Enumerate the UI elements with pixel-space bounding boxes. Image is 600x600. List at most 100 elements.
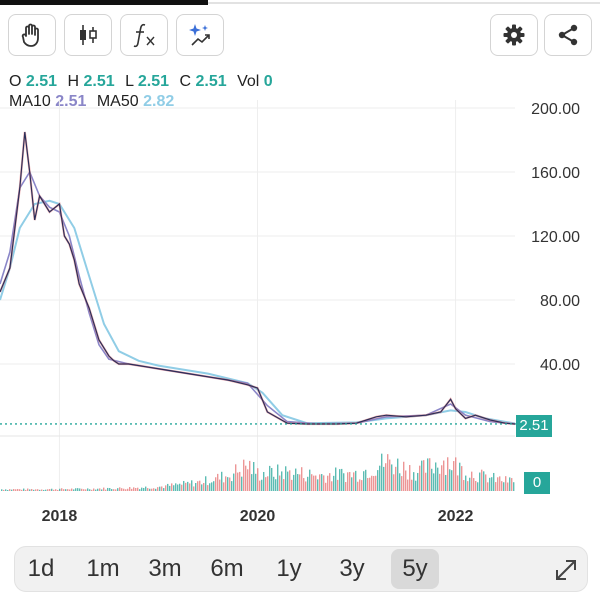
- volume-bar: [457, 475, 459, 491]
- smart-analysis-button[interactable]: [176, 14, 224, 56]
- volume-bar: [197, 481, 199, 491]
- volume-bar: [239, 471, 241, 491]
- volume-bar: [31, 488, 33, 491]
- high-label: H: [67, 73, 80, 90]
- volume-bar: [441, 465, 443, 491]
- volume-bar: [115, 489, 117, 491]
- range-1y[interactable]: 1y: [276, 555, 302, 582]
- volume-bar: [81, 488, 83, 491]
- volume-bar: [39, 489, 41, 491]
- volume-bar: [391, 464, 393, 491]
- volume-bar: [353, 472, 355, 491]
- volume-bar: [113, 489, 115, 491]
- share-button[interactable]: [544, 14, 592, 56]
- volume-bar: [357, 481, 359, 491]
- volume-bar: [297, 474, 299, 491]
- close-label: C: [179, 73, 192, 90]
- moving-average-readout: MA10 2.51 MA50 2.82: [9, 92, 174, 112]
- volume-bar: [495, 482, 497, 491]
- volume-bar: [423, 460, 425, 491]
- volume-bar: [411, 479, 413, 491]
- range-1m[interactable]: 1m: [86, 555, 120, 582]
- volume-bar: [163, 488, 165, 491]
- volume-bar: [199, 480, 201, 491]
- volume-bar: [389, 459, 391, 491]
- range-6m[interactable]: 6m: [210, 555, 244, 582]
- volume-bar: [219, 479, 221, 491]
- volume-bar: [333, 475, 335, 491]
- volume-bar: [443, 460, 445, 491]
- volume-bar: [179, 483, 181, 491]
- volume-bar: [145, 486, 147, 491]
- range-3y[interactable]: 3y: [339, 555, 365, 582]
- range-5y[interactable]: 5y: [391, 549, 439, 589]
- volume-bar: [107, 487, 109, 491]
- volume-bar: [237, 472, 239, 491]
- volume-bar: [511, 478, 513, 491]
- volume-bar: [461, 466, 463, 491]
- volume-bar: [29, 489, 31, 491]
- volume-bar: [349, 471, 351, 491]
- hand-tool-button[interactable]: [8, 14, 56, 56]
- volume-bar: [3, 489, 5, 491]
- volume-bar: [235, 464, 237, 491]
- volume-bar: [217, 473, 219, 491]
- range-1d[interactable]: 1d: [27, 555, 55, 582]
- volume-bar: [481, 469, 483, 491]
- volume-bar: [263, 471, 265, 491]
- volume-bar: [127, 488, 129, 491]
- volume-bar: [479, 472, 481, 491]
- volume-bar: [171, 483, 173, 491]
- volume-value: 0: [263, 73, 273, 90]
- volume-bar: [295, 468, 297, 491]
- volume-bar: [139, 489, 141, 491]
- volume-bar: [471, 471, 473, 491]
- volume-bar: [213, 481, 215, 491]
- volume-bar: [275, 479, 277, 491]
- volume-bar: [347, 472, 349, 491]
- close-value: 2.51: [195, 73, 227, 90]
- expand-icon[interactable]: [551, 555, 581, 585]
- volume-bar: [371, 475, 373, 491]
- volume-bar: [497, 477, 499, 491]
- x-tick-label: 2020: [240, 508, 276, 525]
- volume-bar: [291, 479, 293, 491]
- volume-bar: [459, 462, 461, 491]
- volume-bar: [505, 476, 507, 491]
- hand-icon: [21, 23, 39, 47]
- price-chart[interactable]: 200.00 160.00 120.00 80.00 40.00 2018 2020 202…: [0, 96, 600, 530]
- volume-bar: [135, 487, 137, 491]
- volume-bar: [317, 479, 319, 491]
- volume-bar: [253, 462, 255, 491]
- volume-bar: [41, 489, 43, 491]
- volume-bar: [161, 486, 163, 491]
- volume-bar: [493, 472, 495, 491]
- volume-bar: [61, 488, 63, 491]
- time-range-selector: 1d 1m 3m 6m 1y 3y 5y: [14, 546, 588, 592]
- volume-bar: [285, 466, 287, 491]
- settings-button[interactable]: [490, 14, 538, 56]
- volume-bar: [27, 488, 29, 491]
- volume-bar: [267, 476, 269, 491]
- volume-bar: [207, 485, 209, 491]
- volume-label: Vol: [237, 73, 260, 90]
- volume-bar: [319, 474, 321, 491]
- volume-bar: [329, 473, 331, 491]
- indicators-button[interactable]: [120, 14, 168, 56]
- low-value: 2.51: [137, 73, 170, 90]
- volume-bar: [409, 465, 411, 491]
- volume-bar: [245, 465, 247, 491]
- volume-bar: [75, 488, 77, 491]
- volume-bar: [215, 477, 217, 491]
- range-3m[interactable]: 3m: [148, 555, 182, 582]
- volume-bar: [37, 489, 39, 491]
- volume-bar: [191, 480, 193, 491]
- volume-bar: [17, 488, 19, 491]
- volume-bar: [193, 486, 195, 491]
- volume-bar: [23, 488, 25, 491]
- volume-bar: [229, 477, 231, 491]
- volume-bar: [385, 463, 387, 491]
- candlestick-button[interactable]: [64, 14, 112, 56]
- volume-bar: [491, 477, 493, 491]
- ma50-label: MA50: [96, 93, 139, 110]
